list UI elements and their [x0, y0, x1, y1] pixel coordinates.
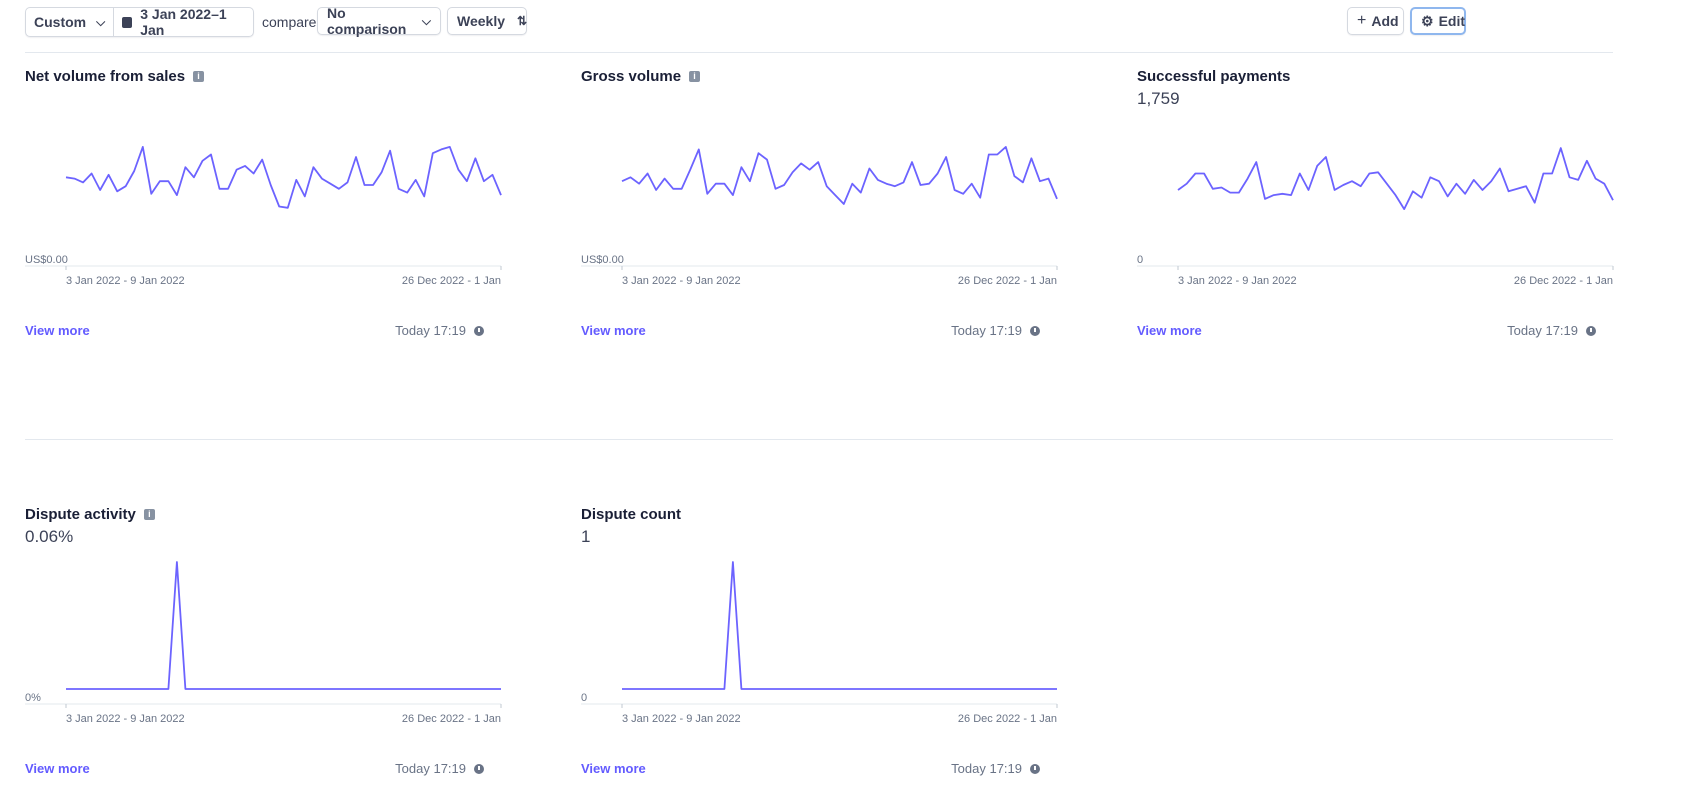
edit-button-label: Edit: [1439, 13, 1465, 29]
gear-icon: ⚙: [1421, 13, 1434, 30]
y-axis-min-label: US$0.00: [581, 254, 624, 266]
card-title: Dispute activity i: [25, 506, 155, 523]
comparison-label: No comparison: [327, 5, 412, 37]
view-more-link[interactable]: View more: [25, 323, 90, 338]
clock-icon: [1030, 764, 1040, 774]
chevron-down-icon: ⌵: [422, 14, 431, 29]
line-chart: US$0.00 3 Jan 2022 - 9 Jan 2022 26 Dec 202…: [581, 96, 1062, 306]
updated-timestamp: Today 17:19: [395, 761, 484, 776]
card-title-text: Gross volume: [581, 68, 681, 85]
updated-timestamp: Today 17:19: [1507, 323, 1596, 338]
card-title: Successful payments: [1137, 68, 1290, 85]
x-axis-end-label: 26 Dec 2022 - 1 Jan: [958, 275, 1057, 287]
clock-icon: [1030, 326, 1040, 336]
updated-text: Today 17:19: [395, 323, 466, 338]
view-more-link[interactable]: View more: [581, 761, 646, 776]
clock-icon: [1586, 326, 1596, 336]
line-chart: 0 3 Jan 2022 - 9 Jan 2022 26 Dec 2022 - 1 …: [581, 534, 1062, 744]
updated-text: Today 17:19: [395, 761, 466, 776]
range-preset-select[interactable]: Custom ⌵: [26, 8, 113, 36]
comparison-select[interactable]: No comparison ⌵: [317, 7, 441, 35]
x-axis-end-label: 26 Dec 2022 - 1 Jan: [402, 713, 501, 725]
x-axis-end-label: 26 Dec 2022 - 1 Jan: [402, 275, 501, 287]
series-line: [622, 562, 1057, 689]
info-icon[interactable]: i: [689, 71, 700, 82]
updated-timestamp: Today 17:19: [951, 323, 1040, 338]
line-chart: 0 3 Jan 2022 - 9 Jan 2022 26 Dec 2022 - 1 …: [1137, 96, 1618, 306]
date-range-control: Custom ⌵ 3 Jan 2022–1 Jan: [25, 7, 254, 37]
card-title: Net volume from sales i: [25, 68, 204, 85]
view-more-link[interactable]: View more: [581, 323, 646, 338]
card-title-text: Successful payments: [1137, 68, 1290, 85]
card-title: Gross volume i: [581, 68, 700, 85]
updated-timestamp: Today 17:19: [395, 323, 484, 338]
info-icon[interactable]: i: [144, 509, 155, 520]
y-axis-min-label: 0: [581, 692, 587, 704]
card-title-text: Dispute count: [581, 506, 681, 523]
clock-icon: [474, 764, 484, 774]
view-more-link[interactable]: View more: [25, 761, 90, 776]
chevron-down-icon: ⌵: [96, 15, 105, 30]
x-axis-start-label: 3 Jan 2022 - 9 Jan 2022: [1178, 275, 1297, 287]
add-button[interactable]: + Add: [1347, 7, 1404, 35]
x-axis-end-label: 26 Dec 2022 - 1 Jan: [1514, 275, 1613, 287]
x-axis-start-label: 3 Jan 2022 - 9 Jan 2022: [622, 713, 741, 725]
toolbar: Custom ⌵ 3 Jan 2022–1 Jan compared to No…: [25, 7, 1613, 37]
card-net-volume: Net volume from sales i US$0.00 3 Jan 202…: [25, 68, 506, 368]
date-range-picker[interactable]: 3 Jan 2022–1 Jan: [114, 8, 253, 36]
x-axis-start-label: 3 Jan 2022 - 9 Jan 2022: [622, 275, 741, 287]
clock-icon: [474, 326, 484, 336]
series-line: [66, 147, 501, 208]
card-title: Dispute count: [581, 506, 681, 523]
series-line: [1178, 148, 1613, 209]
series-line: [66, 562, 501, 689]
header-divider: [25, 52, 1613, 53]
chevron-updown-icon: ⇅: [517, 14, 527, 28]
updated-text: Today 17:19: [1507, 323, 1578, 338]
updated-text: Today 17:19: [951, 323, 1022, 338]
plus-icon: +: [1357, 12, 1366, 30]
x-axis-start-label: 3 Jan 2022 - 9 Jan 2022: [66, 275, 185, 287]
interval-label: Weekly: [457, 13, 505, 29]
interval-select[interactable]: Weekly ⇅: [447, 7, 527, 35]
view-more-link[interactable]: View more: [1137, 323, 1202, 338]
card-title-text: Dispute activity: [25, 506, 136, 523]
y-axis-min-label: US$0.00: [25, 254, 68, 266]
card-dispute-activity: Dispute activity i 0.06% 0%3 Jan 2022 - …: [25, 506, 506, 806]
series-line: [622, 147, 1057, 204]
calendar-icon: [122, 17, 132, 28]
edit-button[interactable]: ⚙ Edit: [1410, 7, 1466, 35]
card-gross-volume: Gross volume i US$0.00 3 Jan 2022 - 9 Jan…: [581, 68, 1062, 368]
y-axis-min-label: 0%: [25, 692, 41, 704]
row-divider: [25, 439, 1613, 440]
x-axis-end-label: 26 Dec 2022 - 1 Jan: [958, 713, 1057, 725]
updated-timestamp: Today 17:19: [951, 761, 1040, 776]
updated-text: Today 17:19: [951, 761, 1022, 776]
card-title-text: Net volume from sales: [25, 68, 185, 85]
info-icon[interactable]: i: [193, 71, 204, 82]
line-chart: 0% 3 Jan 2022 - 9 Jan 2022 26 Dec 2022 - 1…: [25, 534, 506, 744]
add-button-label: Add: [1371, 13, 1398, 29]
x-axis-start-label: 3 Jan 2022 - 9 Jan 2022: [66, 713, 185, 725]
line-chart: US$0.00 3 Jan 2022 - 9 Jan 2022 26 Dec 202…: [25, 96, 506, 306]
range-preset-label: Custom: [34, 14, 86, 30]
date-range-label: 3 Jan 2022–1 Jan: [140, 6, 245, 38]
y-axis-min-label: 0: [1137, 254, 1143, 266]
